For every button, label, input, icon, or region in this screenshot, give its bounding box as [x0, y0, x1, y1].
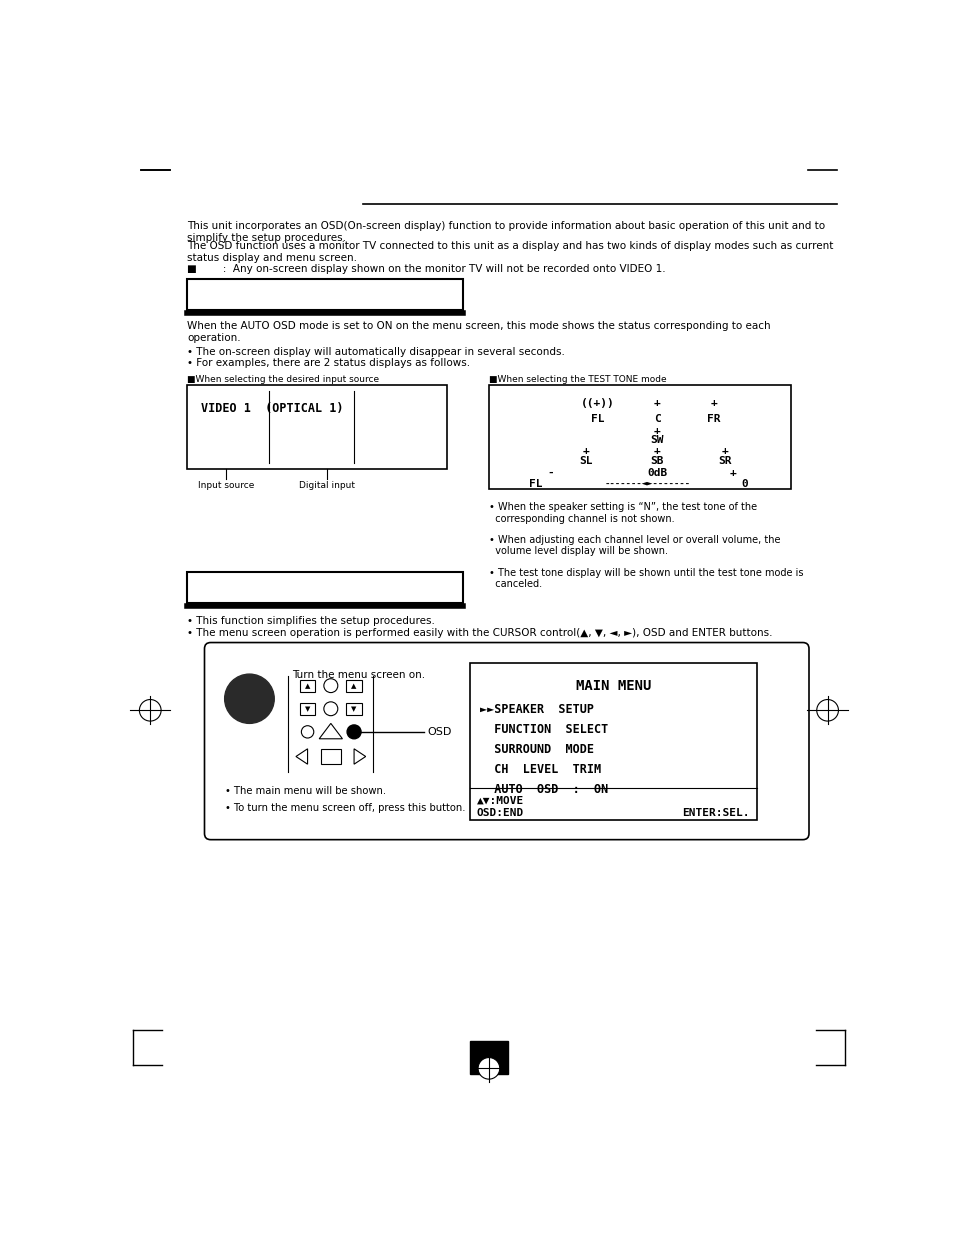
Text: When the AUTO OSD mode is set to ON on the menu screen, this mode shows the stat: When the AUTO OSD mode is set to ON on t… — [187, 321, 770, 343]
Text: SW: SW — [650, 436, 663, 446]
Text: +: + — [710, 399, 717, 409]
Text: ■        :  Any on-screen display shown on the monitor TV will not be recorded o: ■ : Any on-screen display shown on the m… — [187, 264, 665, 274]
Text: SB: SB — [650, 456, 663, 466]
Bar — [187, 279, 462, 310]
Circle shape — [139, 699, 161, 721]
Circle shape — [323, 701, 337, 716]
Text: VIDEO 1  (OPTICAL 1): VIDEO 1 (OPTICAL 1) — [201, 401, 343, 415]
Text: ▲▼:MOVE: ▲▼:MOVE — [476, 795, 523, 805]
Text: -: - — [547, 468, 554, 478]
Text: 0dB: 0dB — [646, 468, 666, 478]
FancyBboxPatch shape — [204, 642, 808, 840]
Text: FL: FL — [590, 414, 603, 424]
Text: FUNCTION  SELECT: FUNCTION SELECT — [479, 722, 607, 736]
Bar — [346, 679, 361, 692]
Polygon shape — [319, 724, 342, 739]
Text: +: + — [653, 446, 659, 456]
Text: Digital input: Digital input — [298, 480, 355, 490]
Text: ■When selecting the desired input source: ■When selecting the desired input source — [187, 375, 379, 384]
Text: • The main menu will be shown.: • The main menu will be shown. — [224, 785, 385, 795]
Text: ▼: ▼ — [305, 705, 310, 711]
Text: • When adjusting each channel level or overall volume, the
  volume level displa: • When adjusting each channel level or o… — [488, 535, 780, 556]
Text: ▲: ▲ — [351, 683, 356, 689]
Text: MAIN MENU: MAIN MENU — [576, 679, 651, 694]
Polygon shape — [354, 748, 365, 764]
Text: FR: FR — [706, 414, 720, 424]
Circle shape — [477, 1057, 499, 1079]
Text: SL: SL — [578, 456, 592, 466]
Bar — [187, 384, 447, 469]
Text: • For examples, there are 2 status displays as follows.: • For examples, there are 2 status displ… — [187, 358, 470, 368]
Bar — [488, 384, 790, 489]
Bar — [299, 703, 315, 715]
Text: ►►SPEAKER  SETUP: ►►SPEAKER SETUP — [479, 703, 593, 715]
Text: • The test tone display will be shown until the test tone mode is
  canceled.: • The test tone display will be shown un… — [488, 568, 802, 589]
Text: ■When selecting the TEST TONE mode: ■When selecting the TEST TONE mode — [488, 375, 666, 384]
Bar — [320, 748, 340, 764]
Text: +: + — [653, 426, 659, 436]
Text: +: + — [729, 468, 736, 478]
Text: +: + — [582, 446, 589, 456]
Text: SR: SR — [718, 456, 731, 466]
Text: C: C — [653, 414, 659, 424]
Text: -------◄►-------: -------◄►------- — [604, 478, 690, 488]
Text: The OSD function uses a monitor TV connected to this unit as a display and has t: The OSD function uses a monitor TV conne… — [187, 241, 833, 263]
Text: This unit incorporates an OSD(On-screen display) function to provide information: This unit incorporates an OSD(On-screen … — [187, 221, 824, 243]
Text: +: + — [653, 399, 659, 409]
Text: • The on-screen display will automatically disappear in several seconds.: • The on-screen display will automatical… — [187, 347, 565, 357]
Text: SURROUND  MODE: SURROUND MODE — [479, 742, 593, 756]
Text: AUTO  OSD  :  ON: AUTO OSD : ON — [479, 783, 607, 795]
Text: CH  LEVEL  TRIM: CH LEVEL TRIM — [479, 763, 600, 776]
Text: • This function simplifies the setup procedures.: • This function simplifies the setup pro… — [187, 615, 435, 626]
Bar — [346, 703, 361, 715]
Text: • When the speaker setting is “N”, the test tone of the
  corresponding channel : • When the speaker setting is “N”, the t… — [488, 503, 757, 524]
Circle shape — [816, 699, 838, 721]
Circle shape — [224, 674, 274, 724]
Bar — [299, 679, 315, 692]
Text: OSD: OSD — [427, 727, 452, 737]
Text: • The menu screen operation is performed easily with the CURSOR control(▲, ▼, ◄,: • The menu screen operation is performed… — [187, 627, 772, 638]
Bar — [470, 1041, 507, 1073]
Circle shape — [323, 679, 337, 693]
Bar — [470, 662, 757, 820]
Text: Input source: Input source — [198, 480, 254, 490]
Text: Turn the menu screen on.: Turn the menu screen on. — [292, 671, 425, 680]
Circle shape — [301, 726, 314, 739]
Text: OSD:END: OSD:END — [476, 808, 523, 818]
Text: • To turn the menu screen off, press this button.: • To turn the menu screen off, press thi… — [224, 803, 465, 813]
Text: ▲: ▲ — [305, 683, 310, 689]
Text: 0: 0 — [740, 478, 747, 489]
Bar — [187, 572, 462, 603]
Text: +: + — [721, 446, 728, 456]
Circle shape — [347, 725, 360, 739]
Polygon shape — [295, 748, 307, 764]
Text: ((+)): ((+)) — [580, 399, 614, 409]
Text: FL: FL — [528, 478, 541, 489]
Text: ▼: ▼ — [351, 705, 356, 711]
Text: ENTER:SEL.: ENTER:SEL. — [681, 808, 748, 818]
